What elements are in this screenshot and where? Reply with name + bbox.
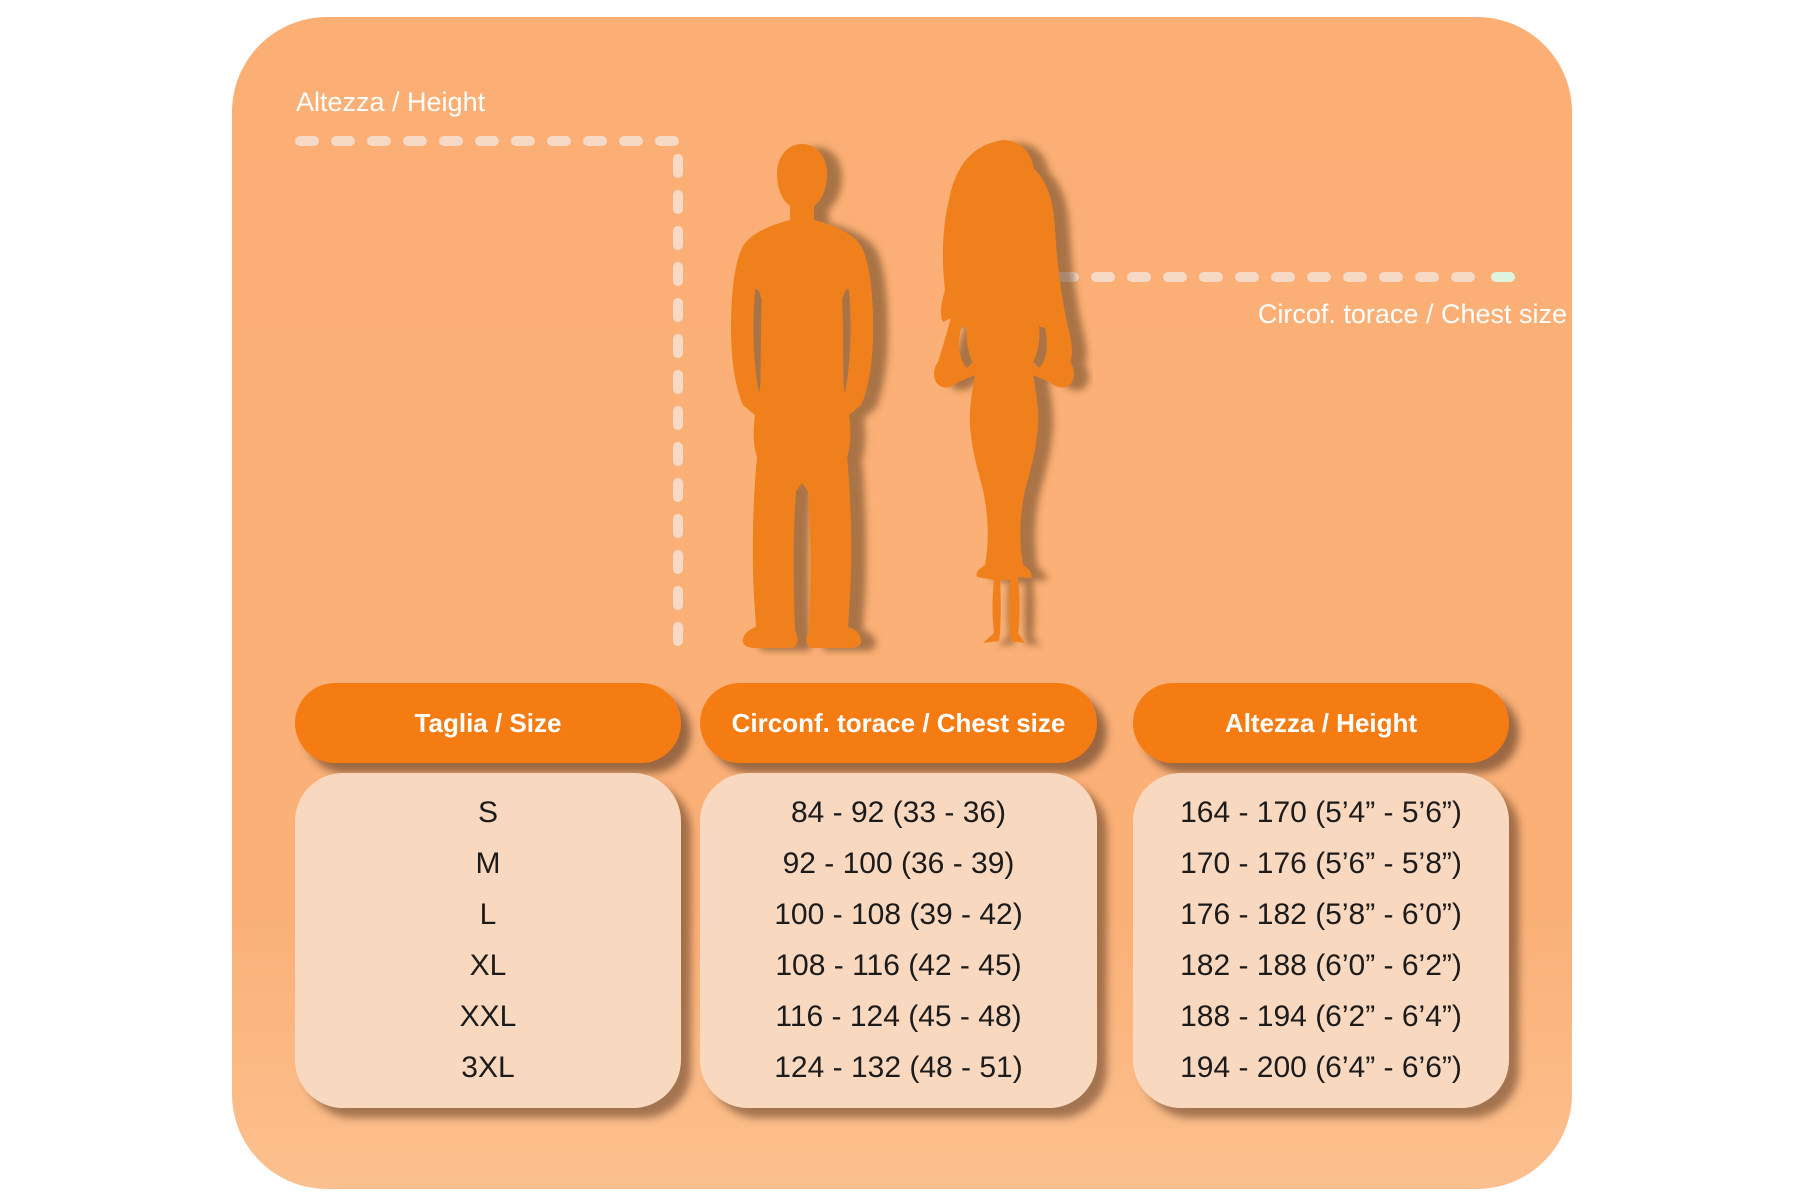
size-cell: S — [477, 795, 498, 829]
chest-cell: 108 - 116 (42 - 45) — [775, 949, 1022, 983]
size-column-panel: S M L XL XXL 3XL — [295, 773, 681, 1108]
size-cell: XXL — [459, 1000, 517, 1034]
height-cell: 176 - 182 (5’8” - 6’0”) — [1180, 897, 1462, 931]
chest-cell: 84 - 92 (33 - 36) — [790, 795, 1007, 829]
chest-column-panel: 84 - 92 (33 - 36) 92 - 100 (36 - 39) 100… — [700, 773, 1097, 1108]
height-cell: 188 - 194 (6’2” - 6’4”) — [1180, 1000, 1462, 1034]
chest-cell: 100 - 108 (39 - 42) — [774, 897, 1023, 931]
woman-silhouette — [934, 140, 1074, 643]
height-column-panel: 164 - 170 (5’4” - 5’6”) 170 - 176 (5’6” … — [1133, 773, 1509, 1108]
header-taglia-size-label: Taglia / Size — [414, 707, 562, 738]
height-annotation: Altezza / Height — [296, 87, 486, 117]
chest-cell: 116 - 124 (45 - 48) — [775, 1000, 1022, 1034]
chest-annotation: Circof. torace / Chest size — [1257, 299, 1567, 329]
height-cell: 164 - 170 (5’4” - 5’6”) — [1180, 795, 1462, 829]
header-chest-size: Circonf. torace / Chest size — [700, 683, 1097, 763]
height-cell: 182 - 188 (6’0” - 6’2”) — [1180, 949, 1462, 983]
size-cell: L — [479, 897, 497, 931]
header-taglia-size: Taglia / Size — [295, 683, 681, 763]
man-silhouette — [731, 144, 873, 648]
size-cell: M — [475, 846, 501, 880]
header-altezza-height: Altezza / Height — [1133, 683, 1509, 763]
height-cell: 194 - 200 (6’4” - 6’6”) — [1180, 1051, 1462, 1085]
chest-cell: 92 - 100 (36 - 39) — [782, 846, 1015, 880]
size-cell: XL — [469, 949, 507, 983]
size-cell: 3XL — [461, 1051, 515, 1085]
chest-cell: 124 - 132 (48 - 51) — [774, 1051, 1023, 1085]
header-chest-size-label: Circonf. torace / Chest size — [731, 707, 1066, 738]
height-cell: 170 - 176 (5’6” - 5’8”) — [1180, 846, 1462, 880]
header-altezza-height-label: Altezza / Height — [1224, 707, 1418, 738]
